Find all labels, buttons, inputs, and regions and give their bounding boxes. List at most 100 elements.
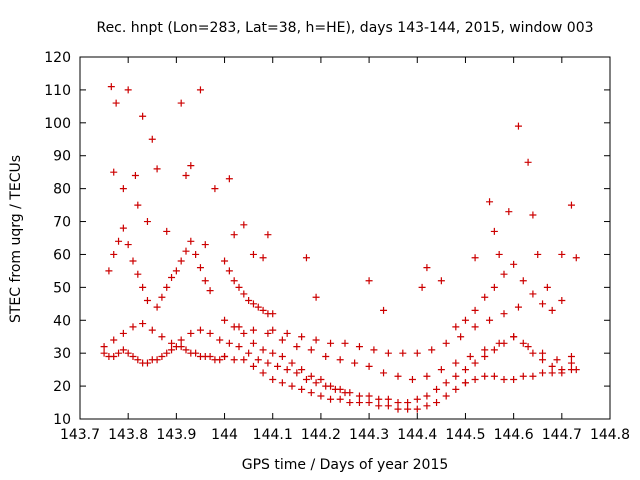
data-point: [572, 366, 580, 374]
data-point: [177, 343, 185, 351]
data-point: [495, 250, 503, 258]
data-point: [298, 366, 306, 374]
data-point: [221, 352, 229, 360]
data-point: [505, 208, 513, 216]
data-point: [230, 231, 238, 239]
data-point: [192, 250, 200, 258]
data-point: [452, 323, 460, 331]
data-point: [413, 395, 421, 403]
data-point: [264, 329, 272, 337]
data-point: [216, 356, 224, 364]
data-point: [139, 283, 147, 291]
data-point: [524, 343, 532, 351]
data-point: [394, 399, 402, 407]
data-point: [437, 366, 445, 374]
data-point: [471, 254, 479, 262]
data-point: [481, 293, 489, 301]
data-point: [529, 349, 537, 357]
data-point: [139, 112, 147, 120]
data-point: [529, 211, 537, 219]
data-point: [399, 349, 407, 357]
data-point: [534, 250, 542, 258]
data-point: [529, 372, 537, 380]
data-point: [375, 395, 383, 403]
data-point: [230, 356, 238, 364]
data-point: [524, 158, 532, 166]
data-point: [288, 359, 296, 367]
data-point: [302, 254, 310, 262]
data-point: [539, 356, 547, 364]
data-point: [187, 162, 195, 170]
data-point: [336, 385, 344, 393]
y-tick-label: 110: [44, 83, 71, 99]
data-point: [539, 349, 547, 357]
data-point: [196, 326, 204, 334]
data-point: [442, 392, 450, 400]
data-point: [216, 336, 224, 344]
data-point: [269, 310, 277, 318]
data-point: [510, 260, 518, 268]
data-point: [201, 277, 209, 285]
data-point: [452, 359, 460, 367]
data-point: [461, 366, 469, 374]
data-point: [110, 336, 118, 344]
data-point: [172, 267, 180, 275]
data-point: [355, 343, 363, 351]
series-arc-mid-3: [221, 316, 575, 384]
data-point: [249, 300, 257, 308]
data-point: [211, 185, 219, 193]
data-point: [187, 237, 195, 245]
data-point: [548, 306, 556, 314]
data-point: [283, 366, 291, 374]
data-point: [131, 171, 139, 179]
data-point: [192, 349, 200, 357]
data-point: [206, 352, 214, 360]
data-point: [384, 395, 392, 403]
data-point: [317, 392, 325, 400]
data-point: [143, 359, 151, 367]
x-tick-label: 144.4: [397, 427, 437, 443]
data-point: [327, 339, 335, 347]
x-tick-label: 143.8: [108, 427, 148, 443]
y-tick-label: 90: [53, 149, 71, 165]
data-point: [274, 362, 282, 370]
data-point: [264, 231, 272, 239]
data-point: [110, 250, 118, 258]
data-point: [240, 356, 248, 364]
data-point: [278, 336, 286, 344]
y-tick-label: 30: [53, 346, 71, 362]
data-point: [235, 343, 243, 351]
data-point: [481, 372, 489, 380]
data-point: [158, 293, 166, 301]
data-point: [490, 283, 498, 291]
data-point: [177, 336, 185, 344]
data-point: [112, 99, 120, 107]
x-tick-label: 144.1: [253, 427, 293, 443]
data-point: [423, 402, 431, 410]
data-point: [119, 185, 127, 193]
data-point: [346, 399, 354, 407]
data-point: [196, 86, 204, 94]
y-tick-label: 70: [53, 215, 71, 231]
data-point: [182, 171, 190, 179]
data-point: [529, 290, 537, 298]
y-tick-label: 80: [53, 182, 71, 198]
x-tick-label: 144: [211, 427, 238, 443]
series-arc-high-3: [221, 257, 277, 318]
data-point: [259, 306, 267, 314]
data-point: [471, 359, 479, 367]
x-tick-label: 144.5: [445, 427, 485, 443]
data-point: [110, 352, 118, 360]
y-tick-label: 10: [53, 412, 71, 428]
data-point: [240, 290, 248, 298]
data-point: [471, 306, 479, 314]
data-point: [567, 359, 575, 367]
data-point: [124, 86, 132, 94]
data-point: [225, 175, 233, 183]
series-arc-mid-1: [100, 320, 349, 397]
data-point: [514, 122, 522, 130]
y-tick-label: 20: [53, 379, 71, 395]
data-point: [225, 267, 233, 275]
